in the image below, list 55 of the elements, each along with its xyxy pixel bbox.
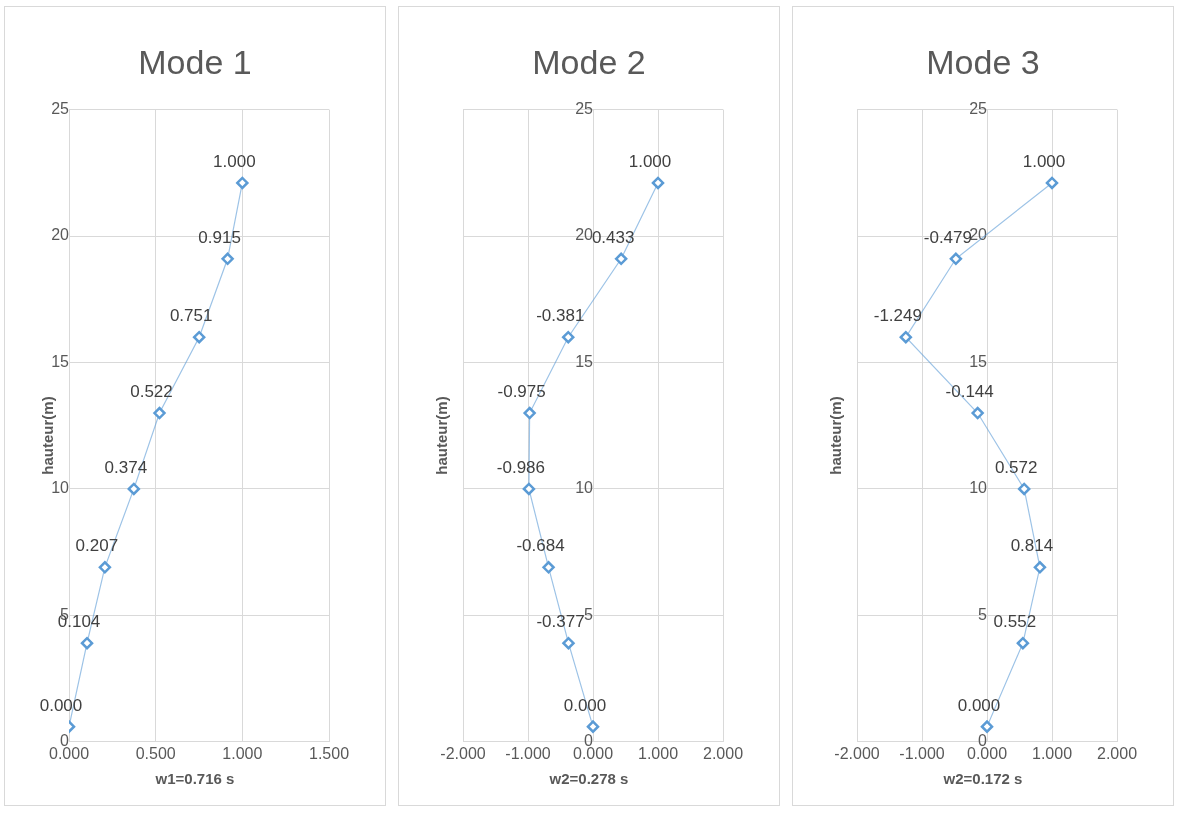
y-tick-label: 25	[51, 100, 70, 118]
data-label: 1.000	[1022, 151, 1066, 171]
y-tick-label: 10	[969, 479, 988, 497]
x-tick-label: 1.000	[222, 744, 263, 762]
x-tick-label: 0.500	[135, 744, 176, 762]
y-tick-label: 25	[969, 100, 988, 118]
data-label: -0.986	[496, 457, 546, 477]
data-label: 0.433	[591, 227, 635, 247]
data-label: 0.552	[993, 612, 1037, 632]
data-label: 1.000	[628, 151, 672, 171]
data-label: -1.249	[873, 306, 922, 326]
y-tick-label: 20	[575, 226, 594, 244]
y-tick-label: 5	[584, 605, 594, 623]
y-tick-label: 5	[978, 605, 988, 623]
data-label: 0.522	[130, 382, 173, 402]
data-label: -0.975	[497, 382, 546, 402]
x-tick-label: 1.000	[1031, 744, 1073, 762]
x-tick-label: -2.000	[440, 744, 486, 762]
y-tick-label: 15	[51, 352, 70, 370]
data-label: 0.915	[198, 227, 241, 247]
data-label: -0.377	[536, 612, 585, 632]
y-axis-title: hauteur(m)	[38, 396, 56, 475]
y-tick-label: 15	[575, 352, 594, 370]
chart-title: Mode 2	[531, 43, 647, 82]
y-tick-label: 10	[51, 479, 70, 497]
data-label: 0.207	[75, 536, 119, 556]
data-label: 0.751	[169, 306, 213, 326]
data-label: 0.814	[1010, 536, 1054, 556]
y-tick-label: 20	[51, 226, 70, 244]
y-tick-label: 25	[575, 100, 594, 118]
data-label: 0.000	[39, 695, 83, 715]
data-label: 1.000	[213, 151, 256, 171]
x-tick-label: 1.000	[637, 744, 679, 762]
x-tick-label: 1.500	[308, 744, 350, 762]
chart-title: Mode 3	[925, 43, 1041, 82]
y-axis-title: hauteur(m)	[826, 395, 844, 477]
x-tick-label: -1.000	[899, 744, 945, 762]
data-label: 0.572	[994, 457, 1038, 477]
data-label: -0.381	[536, 306, 585, 326]
chart-title: Mode 1	[137, 43, 253, 82]
x-axis-title: w2=0.172 s	[942, 770, 1024, 787]
y-tick-label: 15	[969, 352, 988, 370]
y-tick-label: 10	[575, 479, 594, 497]
data-label: 0.374	[104, 457, 148, 477]
data-label: 0.000	[563, 695, 607, 715]
data-label: 0.000	[957, 695, 1001, 715]
x-tick-label: -1.000	[505, 744, 551, 762]
x-tick-label: -2.000	[834, 744, 880, 762]
x-axis-title: w2=0.278 s	[548, 770, 630, 787]
data-label: -0.684	[516, 536, 565, 556]
data-label: -0.144	[945, 382, 994, 402]
x-axis-title: w1=0.716 s	[154, 770, 236, 787]
x-tick-label: 2.000	[702, 744, 744, 762]
y-axis-title: hauteur(m)	[432, 395, 450, 477]
x-tick-label: 2.000	[1096, 744, 1138, 762]
